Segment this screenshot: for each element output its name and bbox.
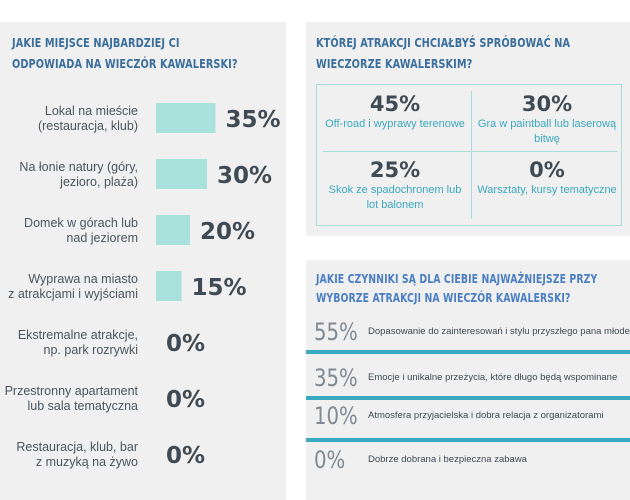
category-label: Ekstremalne atrakcje, np. park rozrywki [18,328,138,357]
factor-row: 10% Atmosfera przyjacielska i dobra rela… [306,392,630,442]
attraction-percent: 30% [521,92,573,116]
factor-label: Dobrze dobrana i bezpieczna zabawa [368,454,527,465]
attraction-percent: 45% [369,92,421,116]
category-label: Restauracja, klub, bar z muzyką na żywo [16,440,138,469]
factor-separator [306,350,630,354]
category-label: Lokal na mieście (restauracja, klub) [38,104,138,133]
factor-separator [306,396,630,400]
factor-row: 55% Dopasowanie do zainteresowań i stylu… [306,308,630,358]
attraction-label: Skok ze spadochronem lub lot balonem [328,184,462,211]
attraction-cell: 30% Gra w paintball lub laserową bitwę [471,91,623,147]
category-label: Domek w górach lub nad jeziorem [24,216,138,245]
attraction-label: Warsztaty, kursy tematyczne [477,184,617,196]
place-bar-chart: Lokal na mieście (restauracja, klub) 35% Na… [5,103,281,469]
value-label: 0% [166,443,205,469]
value-label: 35% [226,107,281,133]
value-label: 0% [166,331,205,357]
factors-question-title: JAKIE CZYNNIKI SĄ DLA CIEBIE NAJWAŻNIEJS… [316,272,598,305]
factor-row: 35% Emocje i unikalne przeżycia, które d… [306,354,630,404]
attraction-cell: 25% Skok ze spadochronem lub lot balonem [319,157,471,213]
category-label: Przestronny apartament lub sala tematyczn… [5,384,139,413]
bar [156,215,190,245]
attraction-cell: 0% Warsztaty, kursy tematyczne [471,157,623,198]
attraction-cell: 45% Off-road i wyprawy terenowe [319,91,471,132]
factor-label: Atmosfera przyjacielska i dobra relacja … [368,410,604,421]
grid-divider-horizontal [323,151,617,152]
value-label: 15% [192,275,247,301]
factor-row: 0% Dobrze dobrana i bezpieczna zabawa [306,436,630,486]
category-label: Na łonie natury (góry, jezioro, plaża) [19,160,138,189]
factor-label: Dopasowanie do zainteresowań i stylu prz… [368,326,630,337]
factor-percent: 10% [314,402,358,430]
value-label: 0% [166,387,205,413]
bar [156,271,182,301]
grid-divider-vertical [471,91,472,219]
value-label: 20% [200,219,255,245]
bar [156,103,216,133]
attraction-question-title: KTÓREJ ATRAKCJI CHCIAŁBYŚ SPRÓBOWAĆ NA W… [316,35,571,71]
factor-separator [306,438,630,442]
factors-panel: JAKIE CZYNNIKI SĄ DLA CIEBIE NAJWAŻNIEJS… [306,260,630,500]
value-label: 30% [217,163,272,189]
place-question-title: JAKIE MIEJSCE NAJBARDZIEJ CI ODPOWIADA N… [12,35,238,71]
attraction-label: Off-road i wyprawy terenowe [325,118,465,130]
attraction-percent: 0% [529,158,565,182]
attraction-panel: KTÓREJ ATRAKCJI CHCIAŁBYŚ SPRÓBOWAĆ NA W… [306,22,630,236]
attraction-label: Gra w paintball lub laserową bitwę [477,118,617,145]
attraction-percent: 25% [369,158,421,182]
place-preference-panel: JAKIE MIEJSCE NAJBARDZIEJ CI ODPOWIADA N… [0,22,286,500]
category-label: Wyprawa na miasto z atrakcjami i wyjściam… [8,272,138,301]
factor-label: Emocje i unikalne przeżycia, które długo… [368,372,618,383]
factor-percent: 55% [314,318,358,346]
factor-percent: 35% [314,364,358,392]
attraction-grid: 45% Off-road i wyprawy terenowe 30% Gra … [316,84,622,226]
factor-percent: 0% [314,446,346,474]
bar [156,159,207,189]
